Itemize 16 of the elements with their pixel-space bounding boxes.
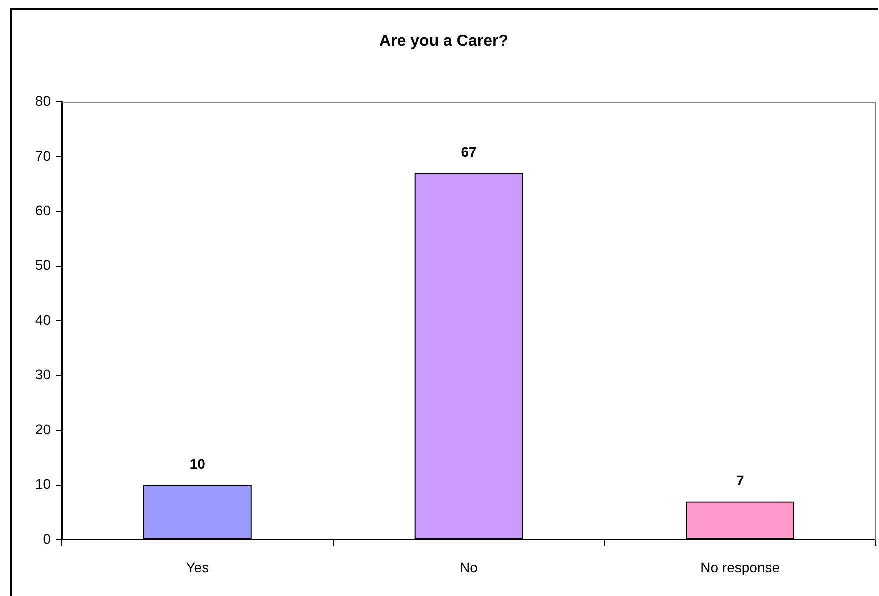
y-tick-label: 60 bbox=[35, 202, 52, 219]
y-tick-label: 0 bbox=[43, 530, 52, 547]
y-tick-label: 40 bbox=[35, 312, 52, 328]
y-tick-label: 80 bbox=[35, 93, 52, 110]
y-tick-label: 70 bbox=[35, 148, 52, 164]
data-label: 10 bbox=[190, 456, 206, 472]
x-tick-label: No bbox=[460, 559, 478, 576]
y-tick-label: 30 bbox=[35, 366, 52, 383]
chart-title: Are you a Carer? bbox=[380, 33, 508, 50]
y-tick-label: 10 bbox=[35, 476, 52, 492]
data-label: 7 bbox=[736, 472, 744, 489]
x-tick-label: No response bbox=[700, 559, 780, 576]
x-tick-label: Yes bbox=[186, 559, 210, 576]
y-tick-label: 50 bbox=[35, 257, 52, 274]
y-tick-label: 20 bbox=[35, 421, 52, 438]
data-label: 67 bbox=[461, 144, 477, 160]
